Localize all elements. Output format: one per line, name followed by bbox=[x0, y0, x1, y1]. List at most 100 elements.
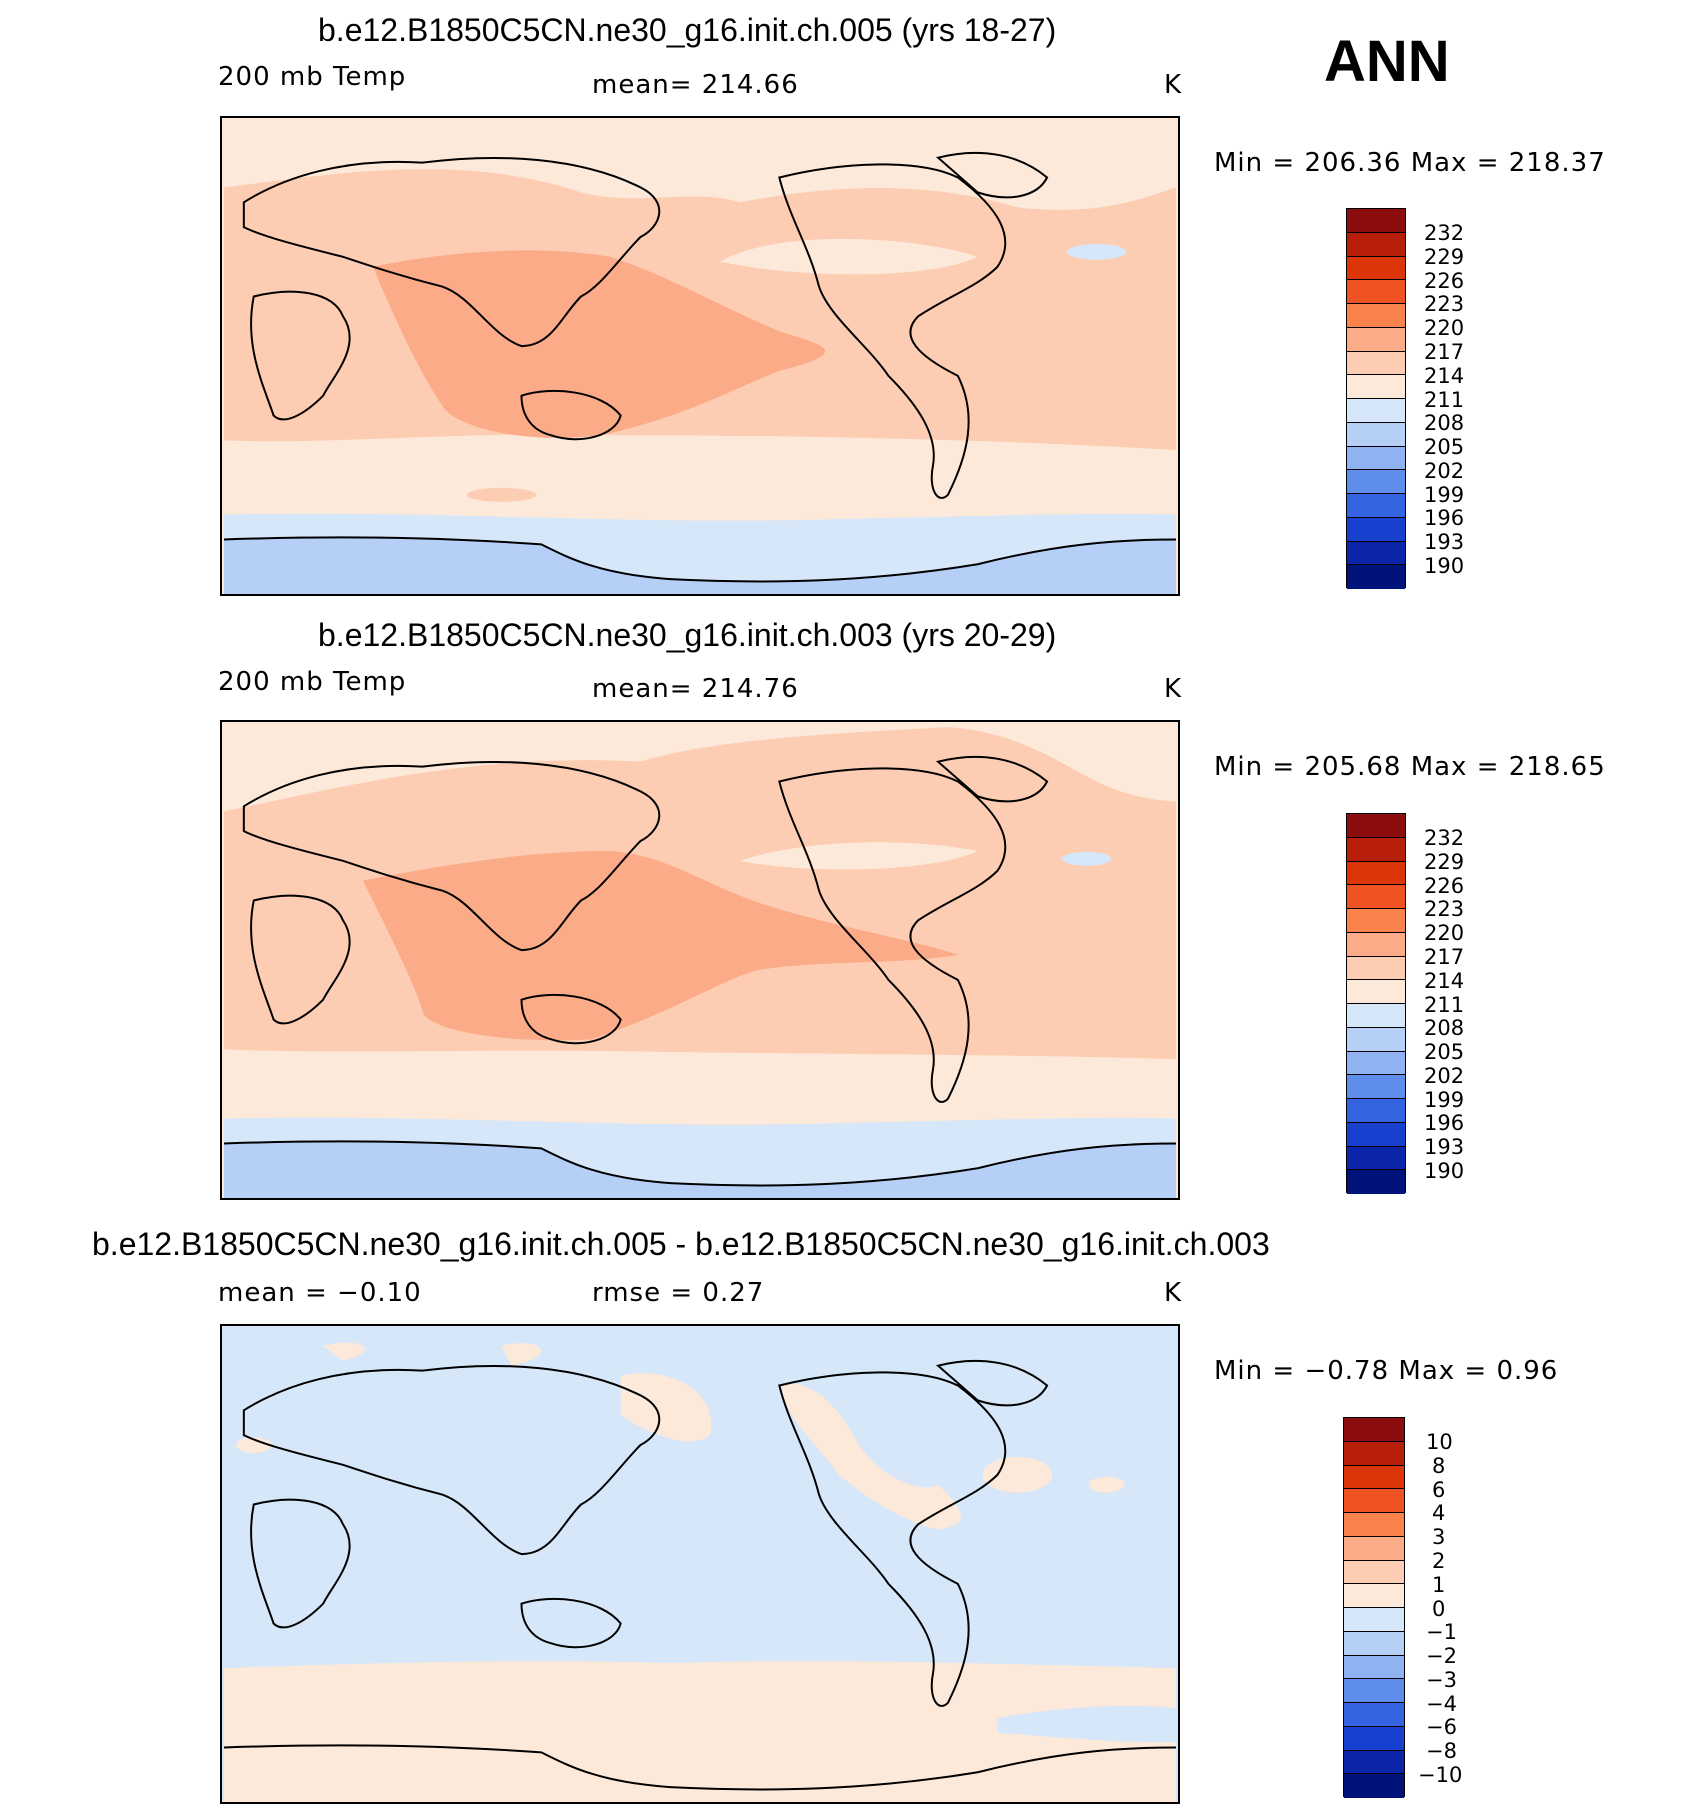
colorbar-tick-label: 190 bbox=[1424, 1159, 1465, 1183]
panel-2-colorbar-swatch bbox=[1347, 861, 1405, 886]
colorbar-tick-label: −4 bbox=[1426, 1692, 1457, 1716]
colorbar-tick-label: 229 bbox=[1424, 850, 1465, 874]
colorbar-tick-label: −6 bbox=[1426, 1715, 1457, 1739]
panel-1-colorbar-swatch bbox=[1347, 232, 1405, 257]
panel-1-colorbar-swatch bbox=[1347, 280, 1405, 304]
panel-1-colorbar-swatch bbox=[1347, 541, 1405, 566]
colorbar-tick-label: 1 bbox=[1432, 1573, 1446, 1597]
panel-3-colorbar-swatch bbox=[1344, 1465, 1404, 1490]
panel-1-mean: mean= 214.66 bbox=[592, 70, 799, 100]
panel-2-colorbar-swatch bbox=[1347, 1075, 1405, 1099]
panel-2-colorbar-swatch bbox=[1347, 1051, 1405, 1076]
panel-1-colorbar-swatch bbox=[1347, 494, 1405, 518]
colorbar-tick-label: 202 bbox=[1424, 1064, 1465, 1088]
panel-2-colorbar-swatch bbox=[1347, 909, 1405, 933]
colorbar-tick-label: 223 bbox=[1424, 292, 1465, 316]
panel-3-colorbar-swatch bbox=[1344, 1536, 1404, 1561]
panel-3-colorbar-swatch bbox=[1344, 1726, 1404, 1751]
colorbar-tick-label: 6 bbox=[1432, 1478, 1446, 1502]
panel-2-colorbar-swatch bbox=[1347, 1122, 1405, 1147]
panel-2-mean: mean= 214.76 bbox=[592, 674, 799, 704]
colorbar-tick-label: −1 bbox=[1426, 1620, 1457, 1644]
colorbar-tick-label: 193 bbox=[1424, 530, 1465, 554]
panel-3-colorbar-swatch bbox=[1344, 1750, 1404, 1775]
panel-3-colorbar-swatch bbox=[1344, 1418, 1404, 1442]
colorbar-tick-label: −10 bbox=[1418, 1763, 1463, 1787]
panel-2-variable-label: 200 mb Temp bbox=[218, 667, 407, 697]
panel-3-colorbar-swatch bbox=[1344, 1703, 1404, 1727]
panel-1-map bbox=[220, 116, 1180, 596]
colorbar-tick-label: 3 bbox=[1432, 1525, 1446, 1549]
panel-2-colorbar-swatch bbox=[1347, 1146, 1405, 1171]
colorbar-tick-label: 214 bbox=[1424, 364, 1465, 388]
panel-2-colorbar-swatch bbox=[1347, 814, 1405, 838]
colorbar-tick-label: 217 bbox=[1424, 945, 1465, 969]
panel-3-colorbar-swatch bbox=[1344, 1560, 1404, 1585]
colorbar-tick-label: −8 bbox=[1426, 1739, 1457, 1763]
panel-1-colorbar-swatch bbox=[1347, 256, 1405, 281]
colorbar-tick-label: 217 bbox=[1424, 340, 1465, 364]
panel-3-minmax: Min = −0.78 Max = 0.96 bbox=[1214, 1356, 1559, 1386]
panel-2-units: K bbox=[1164, 674, 1183, 704]
panel-3-colorbar-swatch bbox=[1344, 1513, 1404, 1537]
panel-2-minmax: Min = 205.68 Max = 218.65 bbox=[1214, 752, 1606, 782]
colorbar-tick-label: 208 bbox=[1424, 1016, 1465, 1040]
panel-2-colorbar bbox=[1346, 813, 1406, 1194]
panel-2-colorbar-swatch bbox=[1347, 1099, 1405, 1123]
colorbar-tick-label: 202 bbox=[1424, 459, 1465, 483]
colorbar-tick-label: 8 bbox=[1432, 1454, 1446, 1478]
panel-2-colorbar-swatch bbox=[1347, 1004, 1405, 1028]
panel-1-colorbar-swatch bbox=[1347, 470, 1405, 494]
colorbar-tick-label: −2 bbox=[1426, 1644, 1457, 1668]
colorbar-tick-label: 208 bbox=[1424, 411, 1465, 435]
colorbar-tick-label: 196 bbox=[1424, 506, 1465, 530]
colorbar-tick-label: 190 bbox=[1424, 554, 1465, 578]
panel-1-colorbar-swatch bbox=[1347, 209, 1405, 233]
panel-2-title: b.e12.B1850C5CN.ne30_g16.init.ch.003 (yr… bbox=[318, 617, 1057, 653]
colorbar-tick-label: 220 bbox=[1424, 921, 1465, 945]
colorbar-tick-label: 0 bbox=[1432, 1597, 1446, 1621]
panel-3-colorbar bbox=[1343, 1417, 1405, 1798]
panel-3-units: K bbox=[1164, 1278, 1183, 1308]
panel-1-title: b.e12.B1850C5CN.ne30_g16.init.ch.005 (yr… bbox=[318, 12, 1057, 48]
panel-1-colorbar bbox=[1346, 208, 1406, 589]
colorbar-tick-label: 226 bbox=[1424, 874, 1465, 898]
panel-2-colorbar-swatch bbox=[1347, 885, 1405, 909]
panel-2-map bbox=[220, 720, 1180, 1200]
panel-1-colorbar-swatch bbox=[1347, 375, 1405, 399]
colorbar-tick-label: 2 bbox=[1432, 1549, 1446, 1573]
colorbar-tick-label: 205 bbox=[1424, 435, 1465, 459]
panel-2-colorbar-swatch bbox=[1347, 956, 1405, 981]
panel-1-colorbar-swatch bbox=[1347, 565, 1405, 589]
panel-3-colorbar-swatch bbox=[1344, 1655, 1404, 1680]
panel-1-units: K bbox=[1164, 70, 1183, 100]
colorbar-tick-label: 223 bbox=[1424, 897, 1465, 921]
panel-1-colorbar-swatch bbox=[1347, 399, 1405, 423]
colorbar-tick-label: 199 bbox=[1424, 1088, 1465, 1112]
colorbar-tick-label: 232 bbox=[1424, 221, 1465, 245]
season-label: ANN bbox=[1324, 29, 1450, 94]
panel-1-colorbar-swatch bbox=[1347, 304, 1405, 328]
panel-1-colorbar-swatch bbox=[1347, 446, 1405, 471]
panel-2-colorbar-swatch bbox=[1347, 1027, 1405, 1052]
colorbar-tick-label: 226 bbox=[1424, 269, 1465, 293]
panel-3-colorbar-swatch bbox=[1344, 1774, 1404, 1798]
colorbar-tick-label: 220 bbox=[1424, 316, 1465, 340]
panel-1-variable-label: 200 mb Temp bbox=[218, 62, 407, 92]
colorbar-tick-label: 10 bbox=[1426, 1430, 1453, 1454]
panel-2-colorbar-swatch bbox=[1347, 837, 1405, 862]
colorbar-tick-label: 199 bbox=[1424, 483, 1465, 507]
panel-3-mean: mean = −0.10 bbox=[218, 1278, 422, 1308]
panel-1-colorbar-swatch bbox=[1347, 517, 1405, 542]
panel-2-colorbar-swatch bbox=[1347, 980, 1405, 1004]
colorbar-tick-label: 232 bbox=[1424, 826, 1465, 850]
panel-2-colorbar-swatch bbox=[1347, 1170, 1405, 1194]
panel-3-colorbar-swatch bbox=[1344, 1489, 1404, 1513]
panel-3-title: b.e12.B1850C5CN.ne30_g16.init.ch.005 - b… bbox=[92, 1226, 1270, 1262]
panel-3-colorbar-swatch bbox=[1344, 1608, 1404, 1632]
panel-3-rmse: rmse = 0.27 bbox=[592, 1278, 765, 1308]
colorbar-tick-label: 229 bbox=[1424, 245, 1465, 269]
panel-1-colorbar-swatch bbox=[1347, 351, 1405, 376]
colorbar-tick-label: 4 bbox=[1432, 1501, 1446, 1525]
colorbar-tick-label: 211 bbox=[1424, 993, 1465, 1017]
